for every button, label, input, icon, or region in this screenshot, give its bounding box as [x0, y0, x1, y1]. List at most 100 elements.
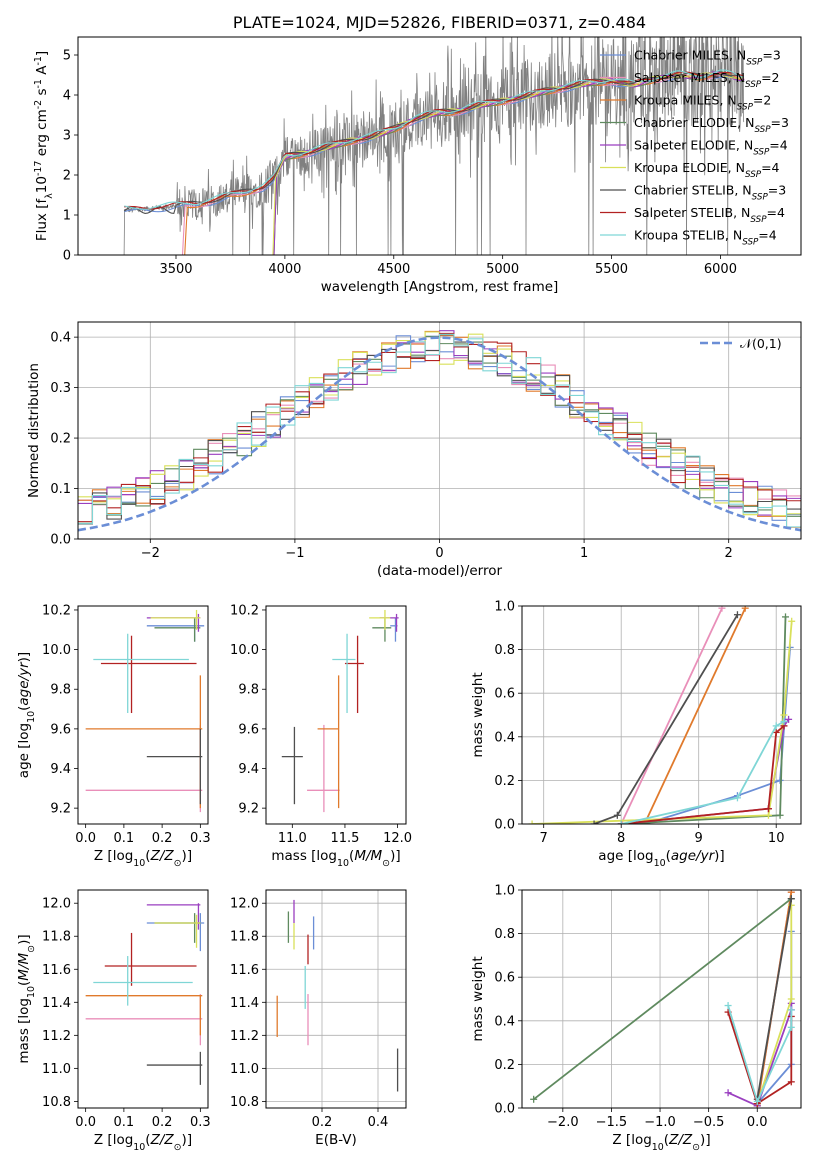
marker — [776, 776, 784, 784]
marker — [528, 820, 536, 824]
marker — [613, 811, 621, 819]
x-axis-label: Z [log10(Z/Z⊙)] — [94, 848, 192, 869]
x-tick-label: 0.4 — [368, 1115, 389, 1130]
y-tick-label: 11.6 — [230, 963, 259, 978]
mass-weight-line — [756, 898, 793, 1100]
axes-frame — [521, 889, 802, 1109]
y-tick-label: 5 — [63, 49, 71, 64]
legend-label: Salpeter MILES, NSSP=2 — [634, 70, 780, 90]
y-tick-label: 0.0 — [494, 1102, 515, 1117]
panel-age-vs-Z: 0.0 0.1 0.2 0.3 9.2 9.4 9.6 9.8 10.0 10.2 Z [log10… — [16, 603, 211, 868]
x-tick-label: 0.3 — [190, 1115, 211, 1130]
errorbar-point — [146, 728, 203, 805]
errorbar-point — [150, 609, 201, 630]
x-tick-label: −1.5 — [596, 1115, 628, 1130]
y-tick-label: 0.4 — [50, 331, 71, 346]
errorbar-point — [85, 995, 203, 1036]
x-tick-label: 6000 — [704, 262, 737, 277]
marker — [788, 617, 796, 625]
y-axis-label: Flux [fλ10-17 erg cm-2 s-1 A-1] — [33, 51, 55, 241]
x-tick-label: 0 — [435, 546, 443, 561]
legend-label: Kroupa STELIB, NSSP=4 — [634, 228, 777, 248]
x-tick-label: 0.2 — [152, 831, 173, 846]
x-axis-label: (data-model)/error — [377, 563, 503, 579]
x-tick-label: 0.0 — [747, 1115, 768, 1130]
legend-label: Chabrier ELODIE, NSSP=3 — [634, 115, 789, 135]
y-tick-label: 9.6 — [238, 722, 259, 737]
errorbar-point — [307, 724, 340, 813]
x-tick-label: 11.0 — [278, 831, 307, 846]
errorbar-point — [372, 617, 392, 642]
mass-weight-line — [643, 607, 747, 824]
plot-area-massweight-vs-Z — [522, 890, 801, 1108]
y-tick-label: 9.2 — [238, 802, 259, 817]
marker — [787, 1023, 795, 1031]
mass-weight-line — [644, 647, 791, 824]
y-tick-label: 10.2 — [230, 603, 259, 618]
y-tick-label: 0.8 — [494, 643, 515, 658]
marker — [733, 611, 741, 619]
y-tick-label: 1.0 — [494, 884, 515, 899]
marker — [724, 1002, 732, 1010]
mass-weight-line — [532, 621, 793, 824]
y-axis-label: age [log10(age/yr)] — [16, 652, 37, 778]
errorbar-point — [104, 932, 197, 986]
y-tick-label: 0.3 — [50, 381, 71, 396]
axes-frame — [265, 889, 407, 1109]
errorbar-point — [154, 913, 201, 943]
x-tick-label: −2.0 — [547, 1115, 579, 1130]
x-axis-label: Z [log10(Z/Z⊙)] — [94, 1132, 192, 1153]
marker — [787, 895, 795, 903]
marker — [780, 718, 788, 726]
marker — [780, 711, 788, 719]
x-tick-label: 4500 — [377, 262, 410, 277]
panel-residuals: −2 −1 0 1 2 0.0 0.1 0.2 0.3 0.4 (data-model)/error… — [26, 321, 802, 579]
panel-age-vs-mass: 11.0 11.5 12.0 9.2 9.4 9.6 9.8 10.0 10.2 mass [lo… — [230, 603, 412, 868]
mass-weight-line — [533, 897, 792, 1101]
residual-histogram — [78, 333, 801, 528]
plot-area-age-vs-mass — [281, 609, 399, 813]
mass-weight-line — [621, 725, 785, 824]
errorbar-point — [93, 956, 193, 1006]
errorbar-point — [146, 617, 205, 642]
legend: 𝒩(0,1) — [700, 336, 782, 351]
marker — [785, 715, 793, 723]
model-curve — [124, 69, 744, 210]
x-tick-label: 11.5 — [330, 831, 359, 846]
y-tick-label: 9.2 — [50, 802, 71, 817]
plot-area-spectrum — [110, 37, 745, 255]
x-tick-label: 12.0 — [383, 831, 412, 846]
mass-weight-line — [727, 1011, 793, 1105]
x-tick-label: 2 — [725, 546, 733, 561]
marker — [724, 1089, 732, 1097]
legend-label: Chabrier MILES, NSSP=3 — [634, 48, 781, 68]
x-tick-label: 3500 — [159, 262, 192, 277]
y-tick-label: 12.0 — [42, 897, 71, 912]
marker — [733, 794, 741, 802]
errorbar-point — [146, 903, 201, 930]
legend-label: Salpeter STELIB, NSSP=4 — [634, 205, 785, 225]
legend-label: Kroupa ELODIE, NSSP=4 — [634, 160, 780, 180]
marker — [617, 820, 625, 824]
x-tick-label: 10 — [768, 831, 785, 846]
axes-frame — [265, 605, 407, 825]
y-tick-label: 11.4 — [42, 996, 71, 1011]
y-tick-label: 10.2 — [42, 603, 71, 618]
y-tick-label: 11.8 — [42, 930, 71, 945]
x-tick-label: −0.5 — [693, 1115, 725, 1130]
x-axis-label: wavelength [Angstrom, rest frame] — [321, 279, 559, 295]
x-tick-label: 0.1 — [114, 1115, 135, 1130]
y-tick-label: 0.6 — [494, 971, 515, 986]
marker — [776, 811, 784, 819]
x-tick-label: 8 — [617, 831, 625, 846]
legend-label: Chabrier STELIB, NSSP=3 — [634, 183, 786, 203]
y-tick-label: 9.8 — [50, 683, 71, 698]
errorbar-point — [332, 633, 356, 714]
marker — [590, 820, 598, 824]
plot-area-mass-vs-EBV — [266, 890, 406, 1108]
errorbar-point — [369, 609, 391, 630]
y-tick-label: 9.4 — [238, 762, 259, 777]
y-tick-label: 11.0 — [42, 1062, 71, 1077]
plot-area-mass-vs-Z — [85, 903, 205, 1085]
